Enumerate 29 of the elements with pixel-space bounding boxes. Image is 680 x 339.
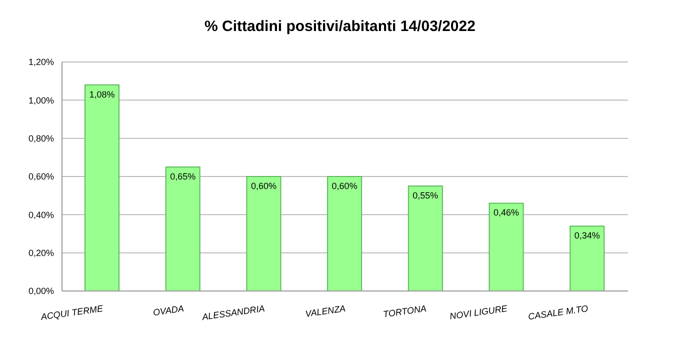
y-tick-label: 0,00% bbox=[28, 286, 54, 296]
data-label: 0,46% bbox=[494, 208, 520, 218]
y-tick-label: 1,00% bbox=[28, 95, 54, 106]
data-label: 0,60% bbox=[332, 180, 358, 191]
bar bbox=[408, 186, 443, 291]
bar bbox=[570, 226, 605, 291]
bar bbox=[246, 176, 282, 291]
x-tick-label: ALESSANDRIA bbox=[200, 303, 266, 322]
x-tick-label: CASALE M.TO bbox=[528, 303, 589, 322]
x-tick-label: NOVI LIGURE bbox=[449, 303, 509, 322]
bar bbox=[488, 202, 524, 291]
y-tick-label: 0,20% bbox=[28, 248, 54, 258]
bar bbox=[165, 166, 200, 291]
data-label: 0,34% bbox=[574, 230, 600, 241]
x-tick-label: VALENZA bbox=[304, 303, 346, 319]
data-label: 0,60% bbox=[250, 180, 276, 191]
data-label: 0,55% bbox=[412, 190, 438, 200]
bar bbox=[327, 176, 362, 291]
bar bbox=[84, 84, 120, 291]
data-label: 0,65% bbox=[170, 171, 196, 182]
chart-title: % Cittadini positivi/abitanti 14/03/2022 bbox=[204, 17, 476, 37]
y-tick-label: 1,20% bbox=[28, 57, 54, 68]
y-tick-label: 0,60% bbox=[28, 172, 54, 182]
x-tick-label: ACQUI TERME bbox=[39, 303, 105, 322]
x-tick-label: TORTONA bbox=[382, 303, 428, 320]
x-tick-label: OVADA bbox=[152, 303, 184, 318]
y-tick-label: 0,80% bbox=[28, 134, 54, 144]
data-label: 1,08% bbox=[89, 89, 115, 100]
y-tick-label: 0,40% bbox=[28, 210, 54, 220]
